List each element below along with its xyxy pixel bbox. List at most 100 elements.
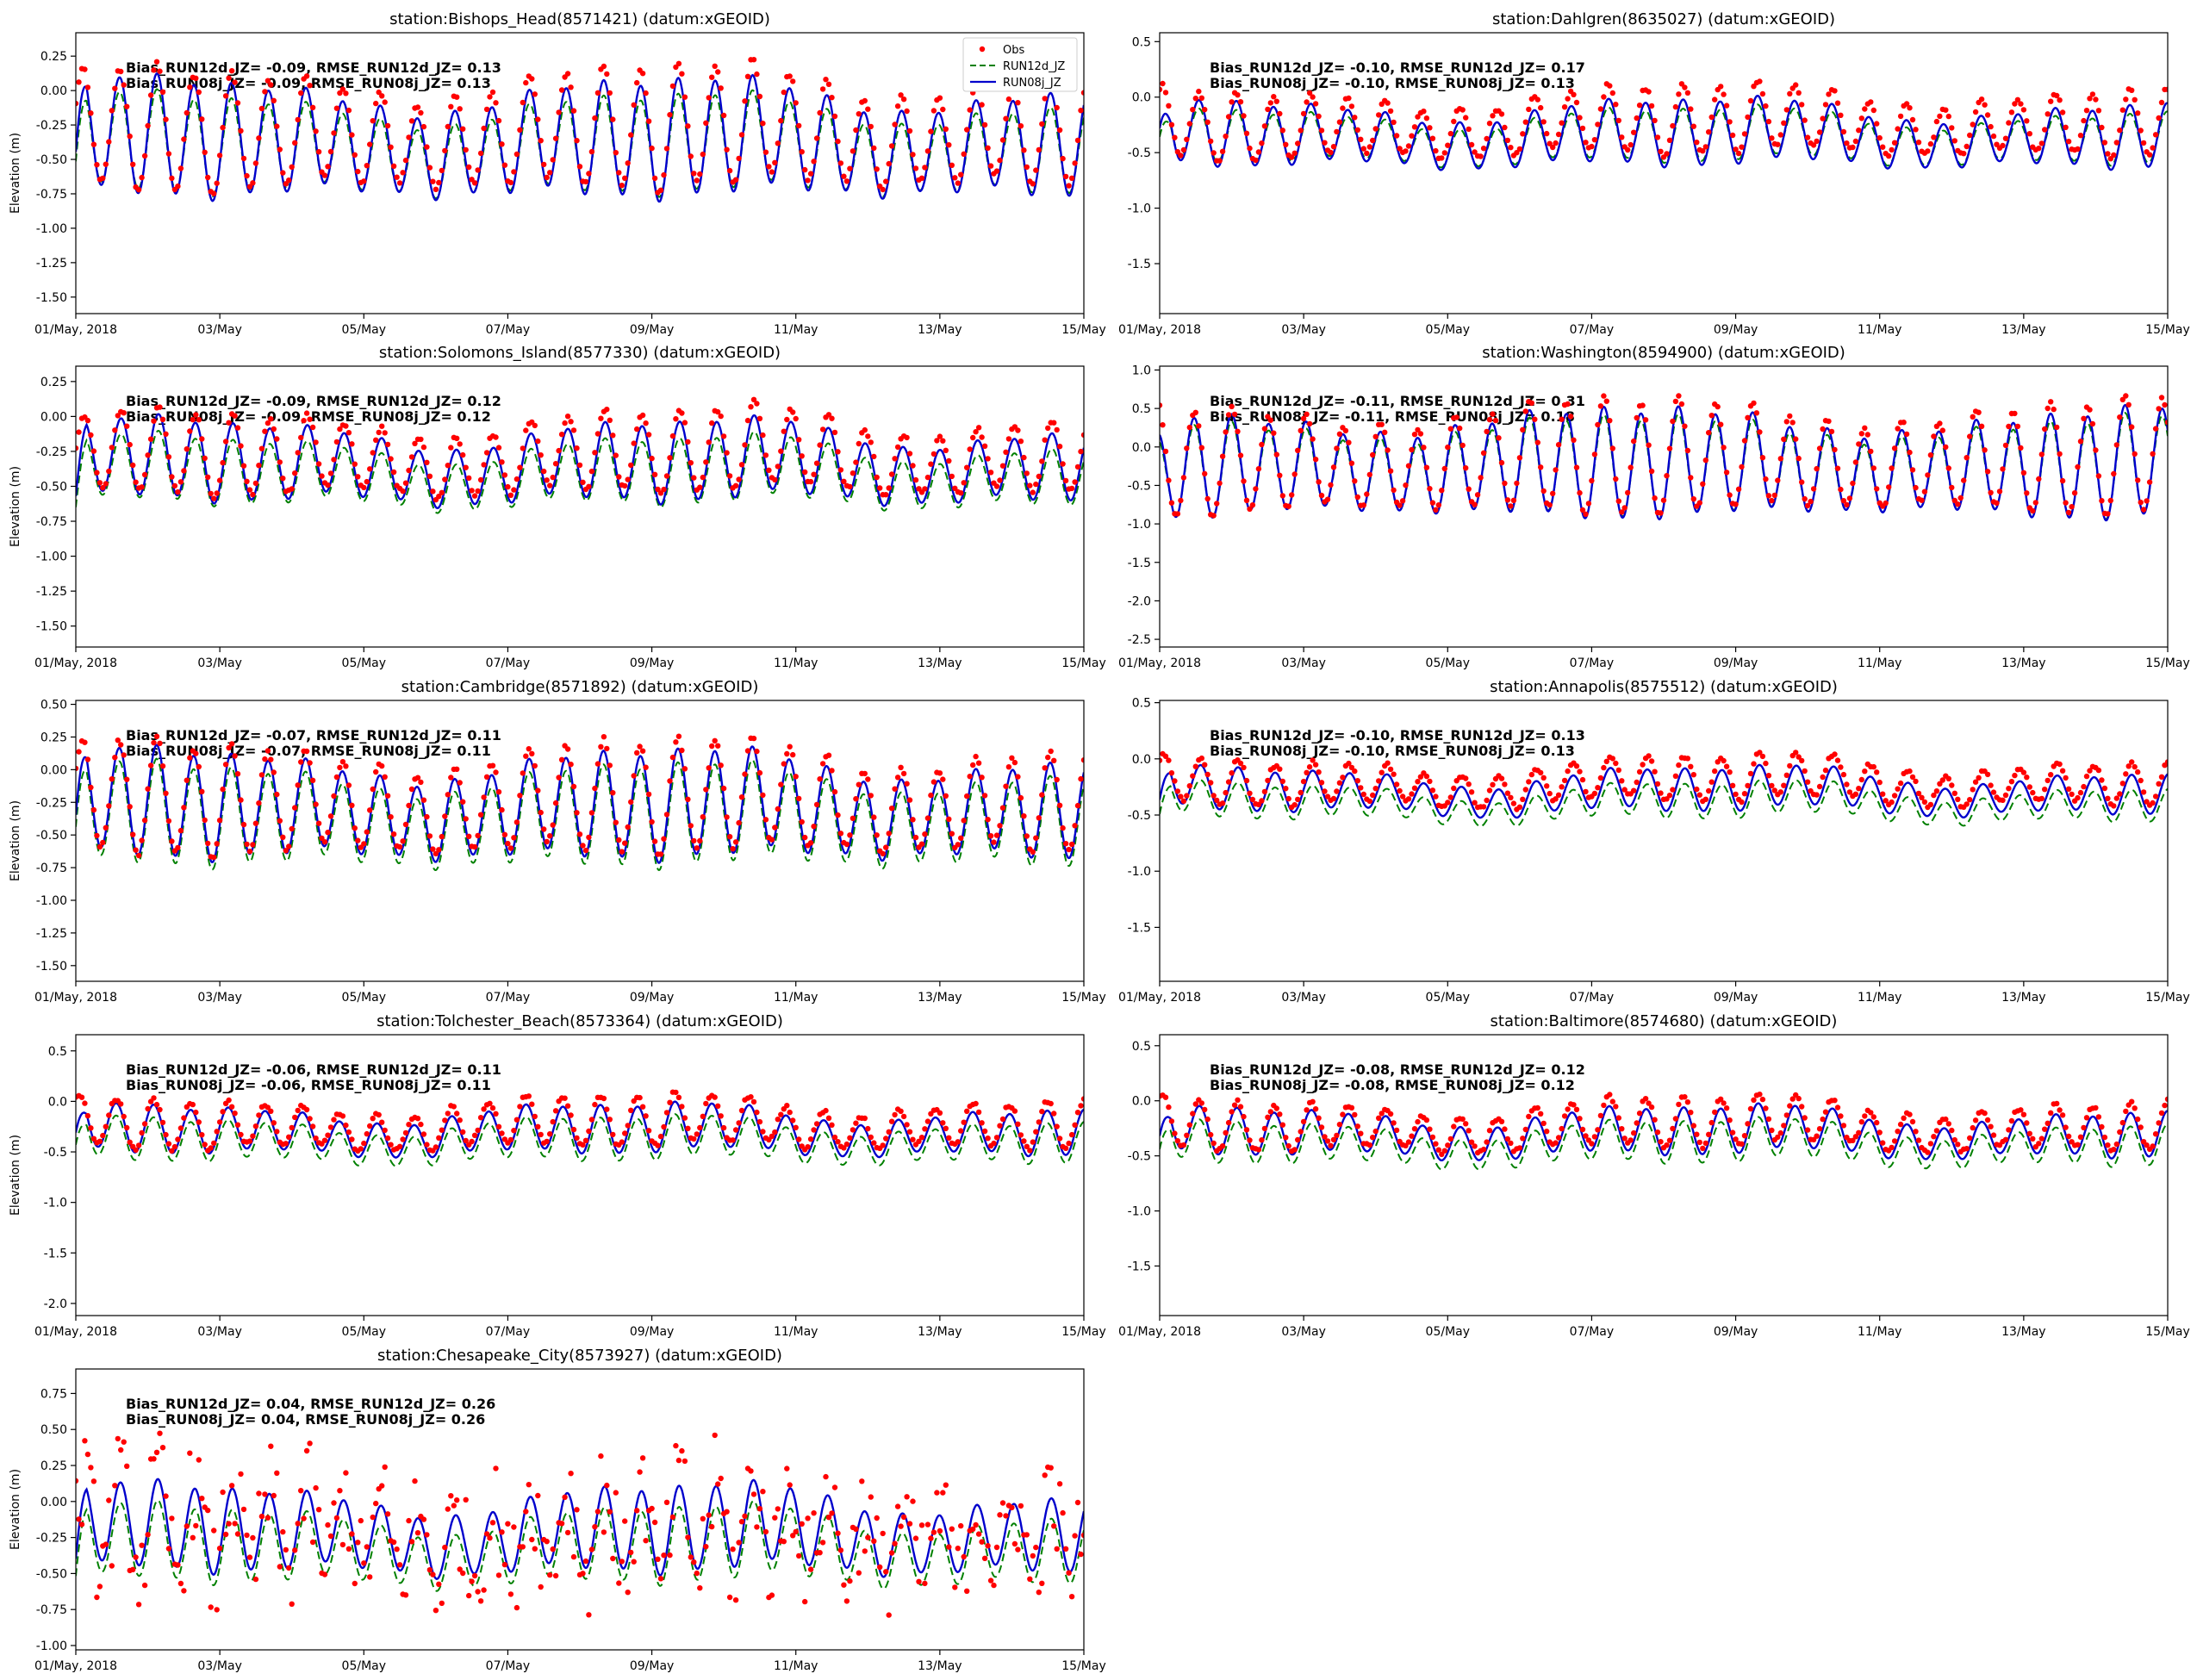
obs-point	[1838, 486, 1844, 493]
obs-point	[853, 127, 859, 134]
obs-point	[84, 1112, 91, 1119]
obs-point	[1277, 110, 1283, 117]
legend-label: RUN08j_JZ	[1003, 77, 1061, 90]
obs-point	[321, 172, 328, 178]
obs-point	[331, 1117, 337, 1123]
obs-point	[262, 756, 268, 762]
obs-point	[268, 416, 274, 422]
obs-point	[2008, 109, 2015, 115]
obs-point	[184, 109, 190, 116]
obs-point	[1172, 1130, 1178, 1136]
obs-point	[1259, 1137, 1265, 1143]
obs-point	[1166, 103, 1172, 109]
obs-point	[547, 1131, 553, 1137]
obs-point	[1783, 419, 1789, 425]
x-tick-label: 09/May	[1714, 991, 1758, 1005]
obs-point	[1972, 109, 1979, 115]
obs-point	[2020, 769, 2027, 775]
obs-point	[1328, 482, 1334, 488]
obs-point	[2111, 803, 2117, 809]
obs-point	[856, 781, 862, 787]
obs-point	[1735, 150, 1742, 157]
obs-point	[1664, 473, 1670, 479]
obs-point	[2113, 795, 2119, 801]
obs-point	[706, 1512, 712, 1518]
obs-point	[115, 413, 121, 419]
obs-point	[343, 763, 349, 769]
obs-point	[1903, 101, 1910, 107]
obs-point	[448, 103, 454, 110]
obs-point	[1486, 787, 1493, 793]
obs-point	[790, 1533, 796, 1539]
obs-point	[277, 1564, 283, 1570]
obs-point	[303, 73, 310, 79]
obs-point	[1078, 775, 1084, 782]
obs-point	[576, 164, 583, 170]
obs-point	[232, 413, 238, 419]
obs-point	[1243, 1127, 1250, 1133]
obs-point	[301, 418, 307, 424]
obs-point	[283, 1546, 289, 1553]
obs-point	[1318, 492, 1325, 499]
obs-point	[715, 1103, 721, 1110]
obs-point	[1553, 1140, 1559, 1146]
obs-point	[685, 123, 691, 129]
obs-point	[940, 438, 946, 444]
obs-point	[240, 821, 247, 828]
obs-point	[234, 425, 241, 431]
obs-point	[724, 1509, 730, 1515]
obs-point	[1417, 774, 1424, 780]
obs-point	[2101, 785, 2108, 792]
obs-point	[1852, 459, 1859, 465]
obs-point	[1526, 106, 1532, 113]
obs-point	[184, 446, 190, 452]
obs-point	[2077, 789, 2084, 796]
obs-point	[1427, 486, 1433, 492]
obs-point	[981, 443, 988, 449]
obs-point	[667, 112, 673, 118]
obs-point	[1318, 1124, 1325, 1130]
obs-point	[1267, 1109, 1274, 1115]
obs-point	[1868, 1110, 1874, 1116]
obs-point	[1832, 88, 1838, 94]
x-tick-label: 03/May	[1281, 656, 1325, 670]
obs-point	[928, 461, 934, 467]
obs-point	[1291, 1147, 1298, 1153]
obs-point	[1781, 120, 1787, 126]
obs-point	[1945, 465, 1951, 471]
obs-point	[1988, 489, 1994, 495]
obs-point	[1876, 779, 1883, 786]
obs-point	[709, 74, 715, 80]
obs-point	[1978, 423, 1985, 429]
obs-point	[2105, 511, 2111, 517]
chart-title: station:Bishops_Head(8571421) (datum:xGE…	[389, 10, 770, 28]
obs-point	[457, 780, 463, 786]
obs-point	[1160, 757, 1163, 763]
obs-point	[345, 1546, 352, 1552]
obs-point	[1822, 102, 1829, 108]
obs-point	[252, 1123, 259, 1129]
obs-point	[175, 488, 181, 495]
obs-point	[234, 1122, 241, 1128]
obs-point	[426, 1567, 433, 1573]
obs-point	[1927, 1141, 1934, 1147]
obs-point	[2063, 500, 2069, 506]
obs-point	[390, 831, 397, 837]
obs-point	[1678, 401, 1685, 408]
obs-point	[1366, 1142, 1373, 1148]
obs-point	[1423, 464, 1430, 470]
series-group	[1160, 1092, 2168, 1171]
obs-point	[1508, 1140, 1514, 1147]
series-group	[76, 1430, 1084, 1618]
obs-point	[720, 785, 727, 792]
obs-point	[2095, 767, 2102, 774]
obs-point	[1039, 792, 1045, 798]
obs-point	[1237, 99, 1244, 105]
obs-point	[187, 428, 193, 434]
obs-point	[906, 1129, 913, 1135]
obs-point	[193, 412, 199, 418]
x-tick-label: 15/May	[1061, 323, 1105, 337]
obs-point	[1970, 787, 1976, 793]
obs-point	[732, 1127, 739, 1133]
obs-point	[1166, 477, 1172, 483]
